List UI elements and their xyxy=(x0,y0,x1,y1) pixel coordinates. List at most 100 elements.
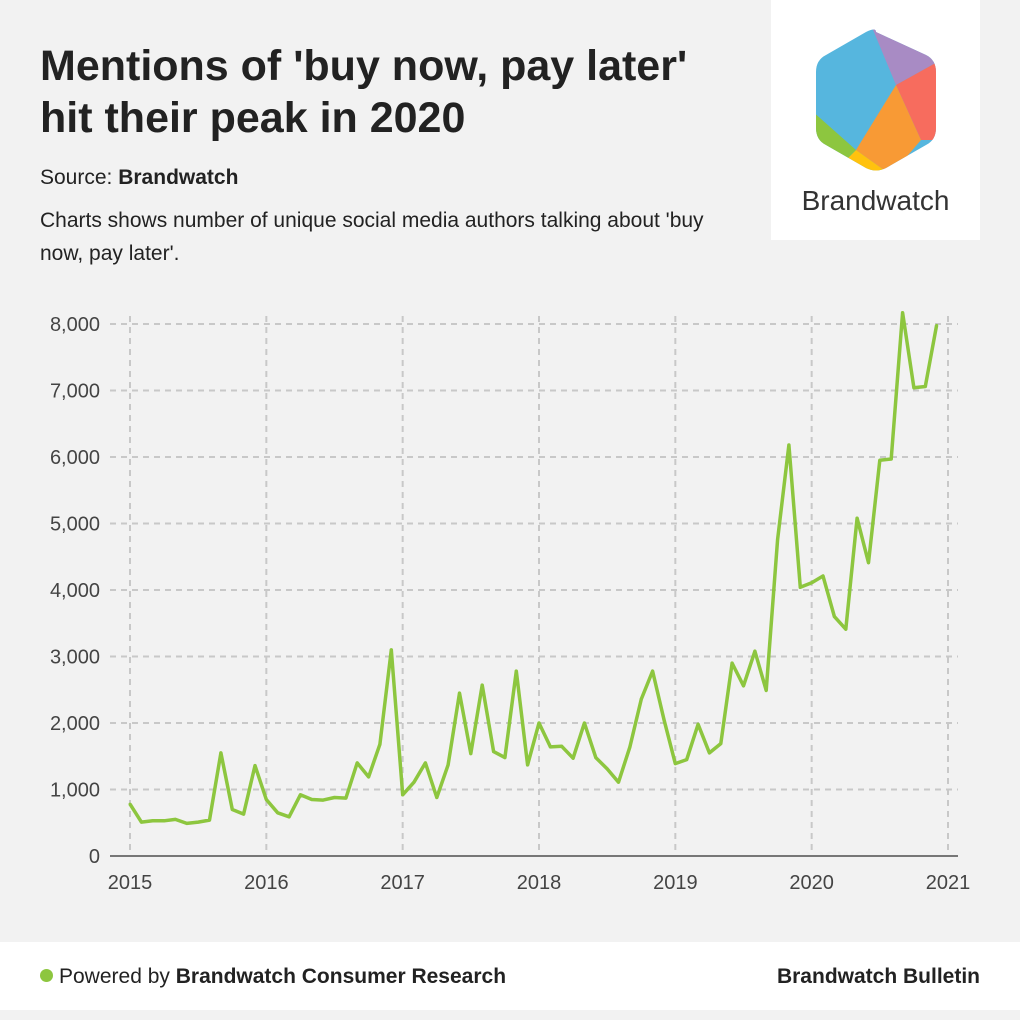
chart-title: Mentions of 'buy now, pay later' hit the… xyxy=(40,42,688,142)
data-point xyxy=(855,516,859,520)
line-chart: 0 1,000 2,000 3,000 4,000 5,000 6,000 7,000 8,00… xyxy=(50,310,971,894)
data-point xyxy=(480,683,484,687)
x-tick-label: 2018 xyxy=(517,872,562,894)
x-tick-label: 2015 xyxy=(108,872,153,894)
data-point xyxy=(310,797,314,801)
data-point xyxy=(742,684,745,688)
footer-brand: Brandwatch Bulletin xyxy=(776,965,980,988)
y-tick-label: 5,000 xyxy=(50,514,100,536)
data-point xyxy=(162,819,166,823)
data-point xyxy=(764,688,768,692)
y-tick-label: 6,000 xyxy=(50,447,100,469)
data-point xyxy=(514,669,518,673)
footer: Powered by Brandwatch Consumer Research … xyxy=(0,942,1020,1010)
y-tick-label: 7,000 xyxy=(50,381,100,403)
data-point xyxy=(526,763,530,767)
data-point xyxy=(287,815,291,819)
data-point xyxy=(719,742,723,746)
data-point xyxy=(707,751,711,755)
data-point xyxy=(469,752,473,756)
data-point xyxy=(389,648,393,652)
x-tick-label: 2020 xyxy=(789,872,834,894)
data-point xyxy=(139,820,143,824)
data-point xyxy=(582,721,586,725)
y-tick-label: 1,000 xyxy=(50,780,100,802)
data-point xyxy=(821,574,825,578)
y-tick-label: 2,000 xyxy=(50,713,100,735)
data-point xyxy=(935,323,939,327)
x-tick-label: 2021 xyxy=(926,872,971,894)
data-point xyxy=(639,697,643,701)
powered-name: Brandwatch Consumer Research xyxy=(175,965,507,988)
data-point xyxy=(196,820,200,824)
data-point xyxy=(355,761,359,765)
powered-prefix: Powered by xyxy=(59,965,170,988)
data-point xyxy=(503,756,507,760)
data-point xyxy=(548,745,552,749)
data-point xyxy=(923,385,927,389)
data-point xyxy=(912,386,916,390)
data-point xyxy=(492,750,496,754)
data-point xyxy=(662,718,666,722)
data-point xyxy=(628,745,632,749)
data-point xyxy=(333,795,336,799)
data-point xyxy=(878,458,882,462)
data-point xyxy=(832,615,836,619)
data-point xyxy=(787,443,791,447)
data-point xyxy=(423,761,427,765)
data-point xyxy=(446,763,450,767)
data-point xyxy=(866,561,870,565)
data-point xyxy=(673,762,677,766)
x-tick-label: 2016 xyxy=(244,872,289,894)
data-point xyxy=(253,764,257,768)
data-point xyxy=(685,758,689,762)
data-point xyxy=(264,797,268,801)
data-point xyxy=(537,721,541,725)
data-point xyxy=(730,661,734,665)
data-point xyxy=(605,767,609,771)
chart-description: Charts shows number of unique social med… xyxy=(40,209,704,265)
data-point xyxy=(230,807,234,811)
data-point xyxy=(208,818,212,822)
data-point xyxy=(276,811,280,815)
source-line: Source: Brandwatch xyxy=(40,166,238,190)
data-point xyxy=(151,819,155,823)
x-tick-label: 2019 xyxy=(653,872,698,894)
data-point xyxy=(753,649,757,653)
data-point xyxy=(321,798,325,802)
data-point xyxy=(810,581,814,585)
data-point xyxy=(298,793,302,797)
data-point xyxy=(844,627,848,631)
data-point xyxy=(651,669,655,673)
data-point xyxy=(798,585,802,589)
data-point xyxy=(617,780,621,784)
data-point xyxy=(457,691,461,695)
data-point xyxy=(412,780,416,784)
data-point xyxy=(219,751,223,755)
data-point xyxy=(344,796,348,800)
y-tick-label: 0 xyxy=(89,846,100,868)
source-name: Brandwatch xyxy=(118,166,239,189)
series-line xyxy=(128,310,939,826)
data-point xyxy=(185,821,189,825)
data-point xyxy=(128,802,132,806)
y-tick-label: 4,000 xyxy=(50,580,100,602)
x-tick-label: 2017 xyxy=(380,872,425,894)
powered-by: Powered by Brandwatch Consumer Research xyxy=(40,965,506,989)
data-point xyxy=(594,756,598,760)
data-point xyxy=(571,756,575,760)
data-point xyxy=(378,742,382,746)
data-point xyxy=(367,775,371,779)
y-tick-label: 8,000 xyxy=(50,314,100,336)
data-point xyxy=(435,795,439,799)
data-point xyxy=(901,311,905,315)
green-dot-icon xyxy=(40,969,53,982)
data-point xyxy=(401,793,405,797)
logo-text: Brandwatch xyxy=(801,185,950,216)
data-point xyxy=(173,817,177,821)
source-label: Source: xyxy=(40,166,113,189)
y-tick-label: 3,000 xyxy=(50,647,100,669)
data-point xyxy=(560,744,564,748)
brandwatch-logo: Brandwatch xyxy=(771,0,980,240)
data-point xyxy=(696,722,700,726)
